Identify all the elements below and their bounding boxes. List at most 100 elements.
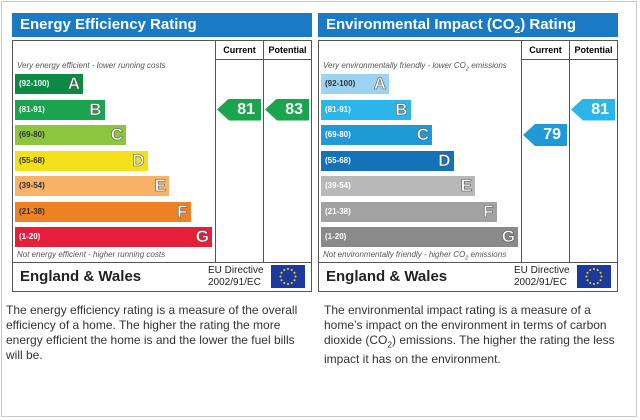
bottom-caption: Not environmentally friendly - higher CO… — [323, 250, 507, 262]
eu-star — [589, 269, 592, 272]
eu-star — [290, 281, 293, 284]
eu-star — [293, 271, 296, 274]
band-range: (69-80) — [325, 130, 351, 139]
header-divider — [521, 59, 617, 60]
environment-title: Environmental Impact (CO2) Rating — [318, 13, 618, 37]
band-range: (81-91) — [325, 104, 351, 114]
eu-flag-icon — [271, 265, 305, 288]
bottom-caption: Not energy efficient - higher running co… — [17, 250, 166, 259]
eu-star — [586, 279, 589, 282]
rating-band-c: (69-80) C — [15, 125, 126, 145]
band-range: (81-91) — [19, 104, 45, 114]
band-letter: D — [132, 150, 145, 170]
band-letter: C — [110, 125, 123, 145]
band-letter: F — [177, 201, 188, 221]
band-letter: F — [483, 201, 494, 221]
eu-star — [599, 279, 602, 282]
band-range: (21-38) — [19, 206, 45, 216]
directive-line2: 2002/91/EC — [208, 277, 261, 288]
energy-chart: Current Potential Very energy efficient … — [12, 40, 312, 263]
band-range: (1-20) — [325, 232, 347, 241]
band-letter: B — [89, 99, 102, 119]
energy-footer: England & Wales EU Directive 2002/91/EC — [12, 263, 312, 292]
rating-band-c: (69-80) C — [321, 125, 432, 145]
environment-footer: England & Wales EU Directive 2002/91/EC — [318, 263, 618, 292]
eu-flag-icon — [577, 265, 611, 288]
eu-star — [287, 268, 289, 270]
rating-band-a: (92-100) A — [321, 74, 389, 94]
column-divider — [263, 41, 264, 262]
rating-band-e: (39-54) E — [15, 176, 169, 196]
column-divider — [215, 41, 216, 262]
eu-star — [280, 279, 283, 282]
eu-star — [283, 269, 286, 272]
top-caption: Very energy efficient - lower running co… — [17, 61, 166, 70]
eu-star — [294, 275, 297, 278]
energy-description: The energy efficiency rating is a measur… — [6, 303, 298, 362]
current-header: Current — [529, 45, 562, 55]
band-letter: C — [416, 125, 429, 145]
rating-band-g: (1-20) G — [321, 227, 518, 247]
band-letter: G — [195, 227, 209, 247]
rating-band-a: (92-100) A — [15, 74, 83, 94]
top-caption: Very environmentally friendly - lower CO… — [323, 61, 507, 73]
eu-star — [599, 271, 602, 274]
environment-chart: Current Potential Very environmentally f… — [318, 40, 618, 263]
header-divider — [215, 59, 311, 60]
eu-star — [279, 275, 282, 278]
eu-star — [593, 268, 595, 270]
directive-line2: 2002/91/EC — [514, 277, 567, 288]
eu-star — [290, 269, 293, 272]
eu-star — [287, 283, 289, 285]
eu-star — [585, 275, 588, 278]
rating-band-g: (1-20) G — [15, 227, 212, 247]
band-range: (1-20) — [19, 232, 41, 241]
current-header: Current — [223, 45, 256, 55]
directive-line1: EU Directive — [514, 265, 570, 276]
band-letter: G — [501, 227, 515, 247]
rating-band-f: (21-38) F — [321, 201, 497, 222]
eu-star — [280, 271, 283, 274]
rating-band-f: (21-38) F — [15, 201, 191, 222]
current-rating-arrow: 79 — [523, 124, 567, 146]
potential-header: Potential — [574, 45, 613, 55]
eu-star — [596, 269, 599, 272]
directive-line1: EU Directive — [208, 265, 264, 276]
eu-star — [586, 271, 589, 274]
band-range: (39-54) — [19, 181, 45, 190]
band-letter: D — [438, 150, 451, 170]
rating-band-e: (39-54) E — [321, 176, 475, 196]
band-letter: B — [395, 99, 408, 119]
rating-band-d: (55-68) D — [15, 150, 148, 171]
column-divider — [569, 41, 570, 262]
eu-star — [589, 281, 592, 284]
band-letter: E — [460, 176, 472, 196]
energy-efficiency-panel: Energy Efficiency Rating Current Potenti… — [12, 13, 312, 293]
band-letter: A — [67, 74, 80, 94]
band-range: (69-80) — [19, 130, 45, 139]
column-divider — [521, 41, 522, 262]
current-rating-arrow: 81 — [217, 98, 261, 121]
region-label: England & Wales — [326, 268, 448, 285]
band-letter: E — [154, 176, 166, 196]
environment-description: The environmental impact rating is a mea… — [324, 303, 615, 367]
potential-rating-arrow: 81 — [571, 98, 615, 121]
band-range: (92-100) — [19, 79, 50, 88]
rating-band-b: (81-91) B — [15, 99, 105, 120]
eu-star — [293, 279, 296, 282]
environmental-impact-panel: Environmental Impact (CO2) Rating Curren… — [318, 13, 618, 293]
eu-star — [600, 275, 603, 278]
eu-directive: EU Directive 2002/91/EC — [208, 265, 264, 289]
potential-header: Potential — [268, 45, 307, 55]
band-letter: A — [373, 74, 386, 94]
energy-title: Energy Efficiency Rating — [12, 13, 312, 37]
band-range: (92-100) — [325, 79, 356, 88]
band-range: (55-68) — [19, 155, 45, 165]
eu-star — [283, 281, 286, 284]
eu-directive: EU Directive 2002/91/EC — [514, 265, 570, 289]
band-range: (21-38) — [325, 206, 351, 216]
band-range: (39-54) — [325, 181, 351, 190]
rating-band-d: (55-68) D — [321, 150, 454, 171]
region-label: England & Wales — [20, 268, 142, 285]
